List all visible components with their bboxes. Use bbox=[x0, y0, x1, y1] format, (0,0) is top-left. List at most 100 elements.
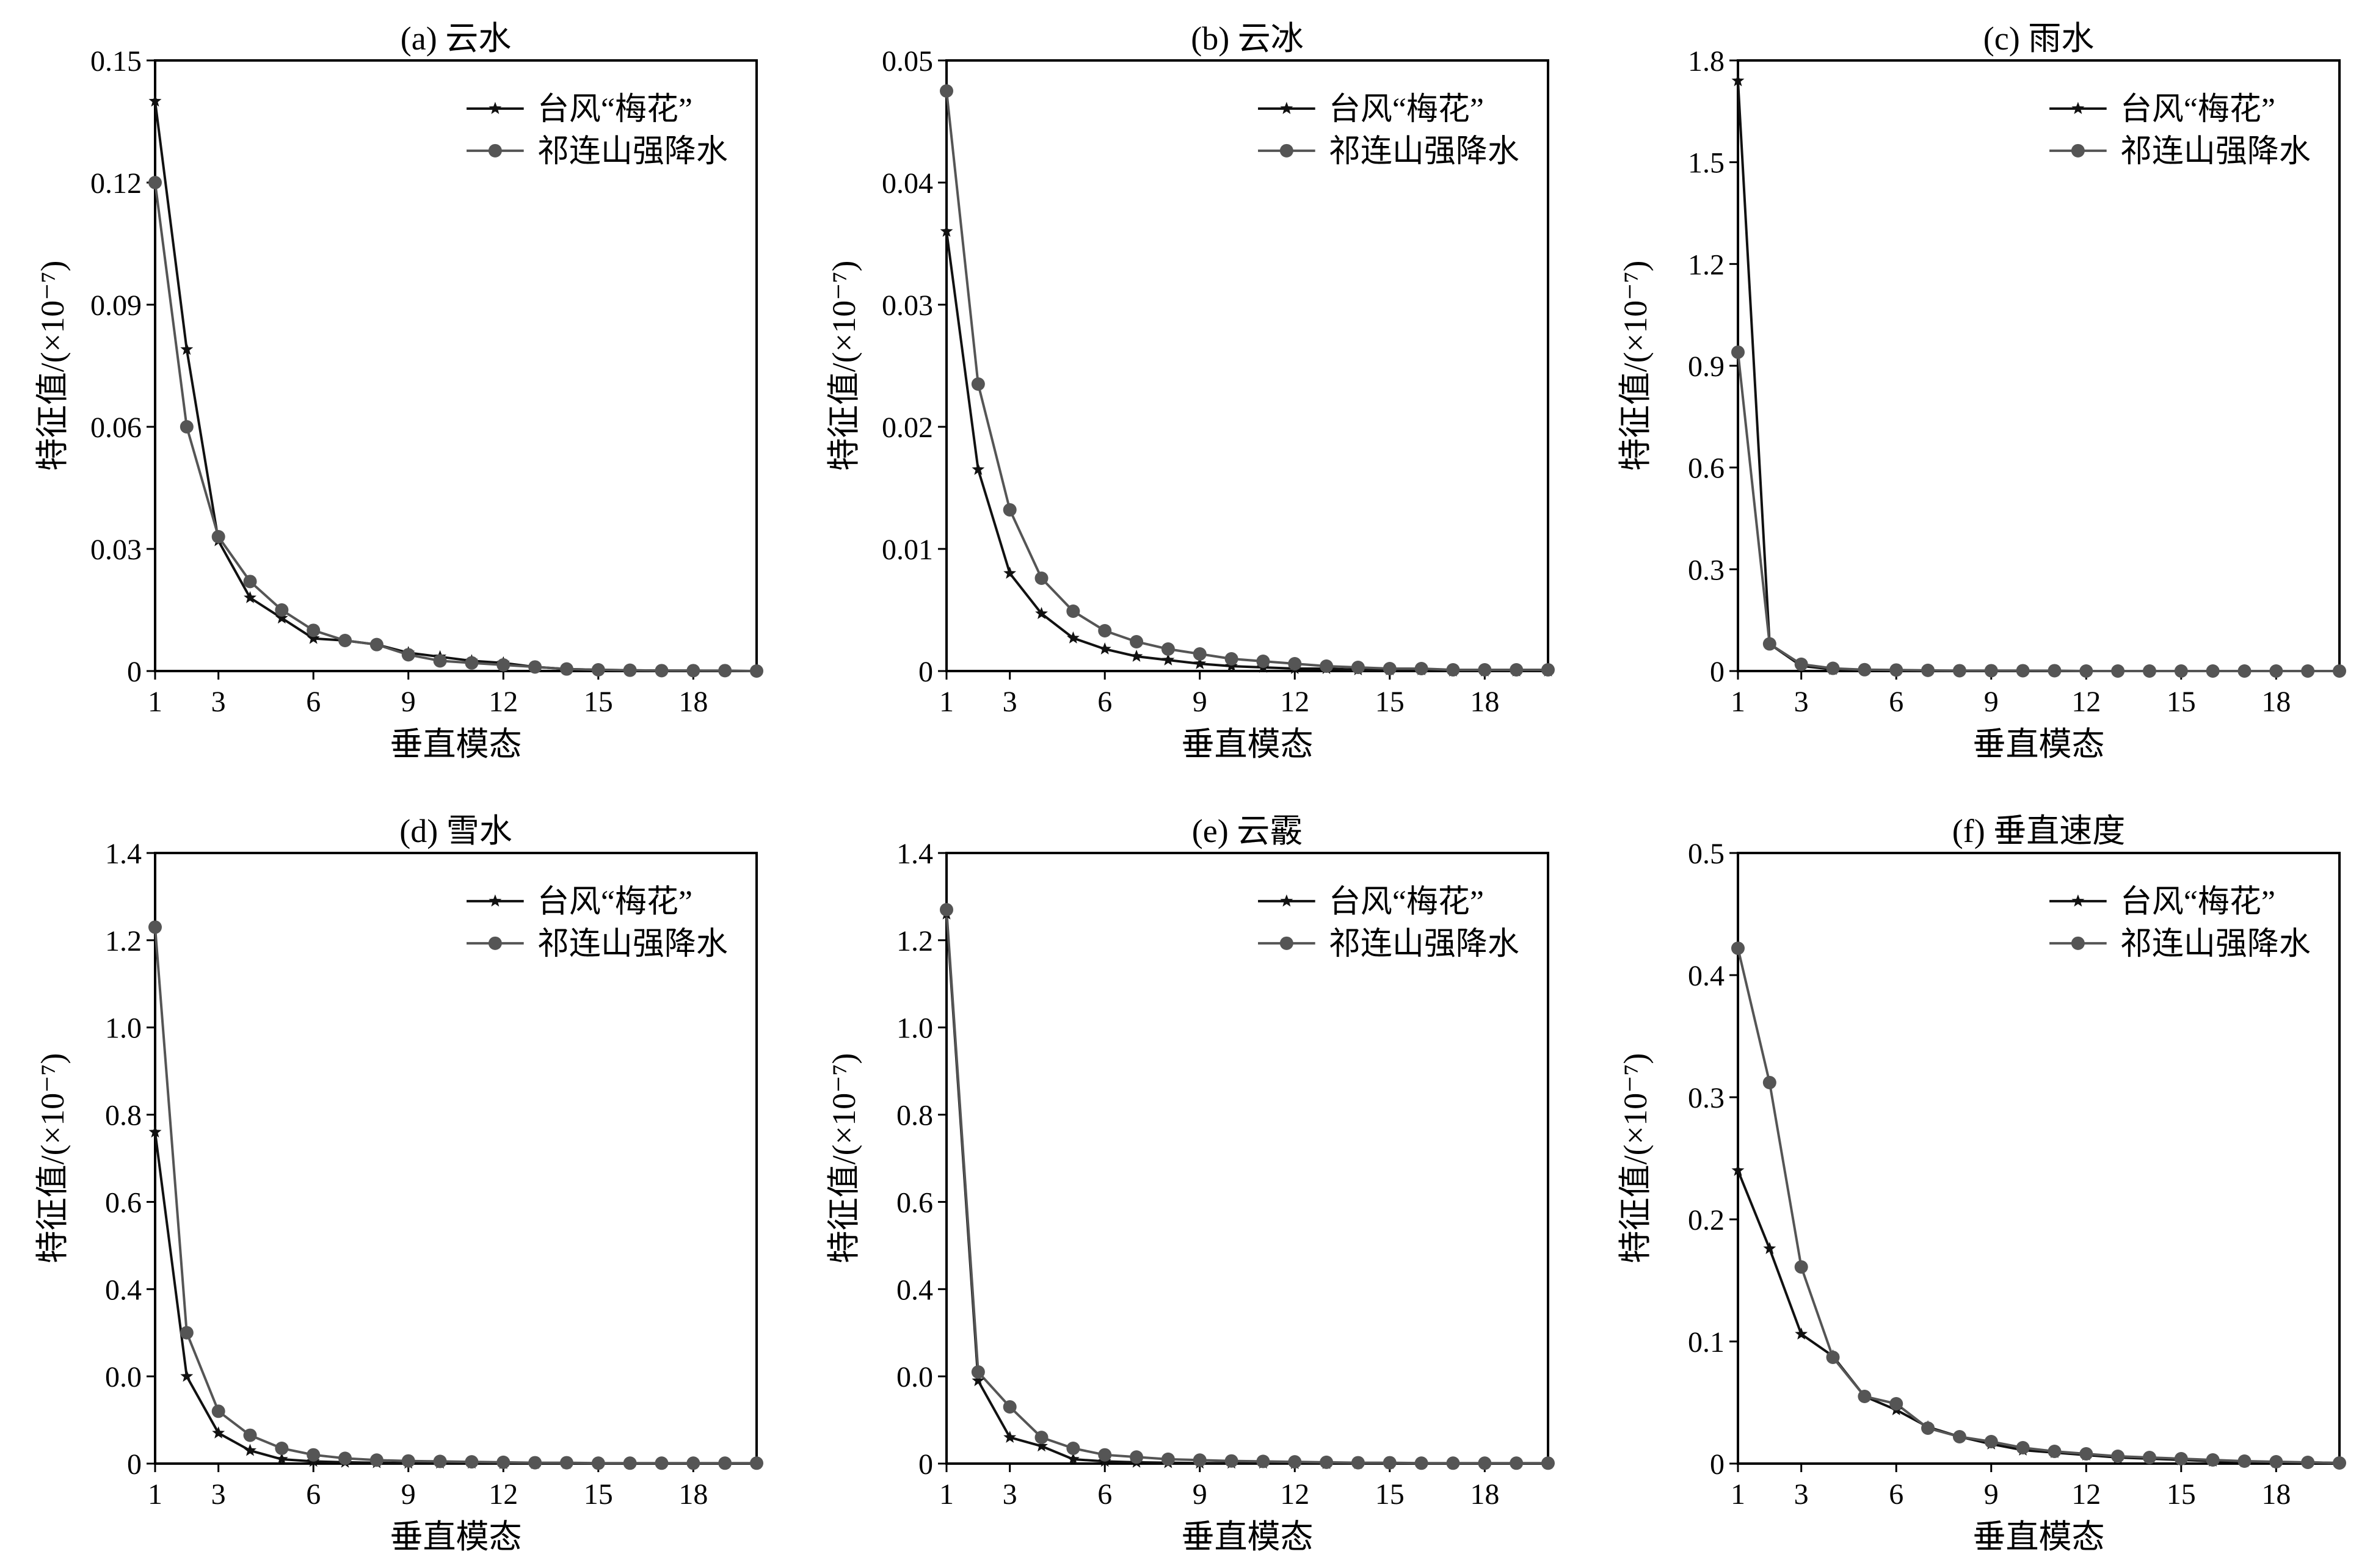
x-tick-label: 6 bbox=[1097, 1478, 1112, 1511]
marker-circle bbox=[401, 1454, 415, 1468]
x-tick-label: 15 bbox=[584, 1478, 613, 1511]
marker-star bbox=[972, 1374, 985, 1387]
marker-circle bbox=[559, 1456, 573, 1470]
legend-marker bbox=[489, 894, 502, 907]
marker-circle bbox=[1889, 1397, 1903, 1410]
x-tick-label: 3 bbox=[1794, 1478, 1809, 1511]
x-tick-label: 12 bbox=[489, 1478, 518, 1511]
x-axis-label: 垂直模态 bbox=[1973, 1519, 2105, 1555]
marker-star bbox=[1193, 657, 1207, 669]
series-line bbox=[1737, 1170, 2340, 1464]
marker-circle bbox=[2016, 664, 2030, 678]
marker-circle bbox=[275, 1442, 289, 1455]
plot-frame bbox=[154, 59, 758, 672]
marker-circle bbox=[243, 575, 257, 589]
series-line bbox=[1737, 352, 2339, 672]
marker-circle bbox=[1288, 657, 1302, 670]
marker-circle bbox=[1414, 662, 1428, 675]
marker-circle bbox=[1921, 1421, 1935, 1435]
marker-circle bbox=[2048, 1445, 2062, 1458]
marker-circle bbox=[496, 658, 511, 672]
marker-circle bbox=[2237, 1454, 2252, 1468]
y-tick-label: 0 bbox=[127, 1448, 142, 1481]
y-tick-label: 0 bbox=[127, 656, 142, 688]
marker-circle bbox=[1731, 345, 1745, 359]
marker-circle bbox=[2269, 1455, 2283, 1468]
marker-circle bbox=[655, 1456, 669, 1470]
x-tick-label: 6 bbox=[1889, 686, 1903, 718]
y-tick-label: 0.03 bbox=[90, 534, 142, 566]
marker-star bbox=[940, 225, 953, 237]
x-tick-label: 6 bbox=[306, 1478, 321, 1511]
marker-circle bbox=[971, 377, 985, 391]
x-tick-label: 15 bbox=[1375, 686, 1405, 718]
marker-circle bbox=[940, 902, 953, 916]
marker-circle bbox=[148, 176, 162, 189]
marker-circle bbox=[1889, 663, 1903, 677]
legend-label: 台风“梅花” bbox=[537, 885, 692, 920]
marker-circle bbox=[2174, 664, 2188, 678]
x-axis-label: 垂直模态 bbox=[1182, 726, 1314, 763]
y-tick-label: 0.3 bbox=[1688, 1082, 1725, 1114]
marker-circle bbox=[1066, 604, 1080, 618]
x-tick-label: 1 bbox=[148, 686, 162, 718]
y-axis-label: 特征值/(×10⁻⁷) bbox=[826, 1053, 862, 1264]
x-tick-label: 9 bbox=[1193, 686, 1207, 718]
y-tick-label: 0.1 bbox=[1688, 1326, 1725, 1359]
legend-marker bbox=[1279, 143, 1293, 158]
x-tick-label: 12 bbox=[1280, 1478, 1309, 1511]
x-tick-label: 1 bbox=[1731, 1478, 1745, 1511]
y-axis-label: 特征值/(×10⁻⁷) bbox=[1617, 261, 1654, 471]
marker-circle bbox=[1541, 1456, 1555, 1470]
series-line bbox=[945, 90, 1548, 671]
marker-circle bbox=[1003, 503, 1017, 517]
marker-star bbox=[1098, 642, 1111, 655]
marker-circle bbox=[1794, 1260, 1808, 1274]
marker-circle bbox=[1224, 652, 1238, 666]
marker-star bbox=[1763, 1242, 1776, 1254]
y-tick-label: 0 bbox=[1710, 1448, 1725, 1481]
y-tick-label: 1.4 bbox=[105, 838, 142, 870]
marker-circle bbox=[718, 664, 732, 678]
x-tick-label: 1 bbox=[148, 1478, 162, 1511]
marker-circle bbox=[559, 662, 573, 676]
legend-label: 台风“梅花” bbox=[537, 92, 692, 127]
y-tick-label: 0 bbox=[918, 1448, 933, 1481]
y-tick-label: 0.12 bbox=[90, 167, 142, 200]
x-tick-label: 15 bbox=[2167, 686, 2196, 718]
legend-label: 台风“梅花” bbox=[2120, 92, 2275, 127]
marker-circle bbox=[1193, 1453, 1207, 1467]
x-tick-label: 9 bbox=[1984, 1478, 1999, 1511]
y-tick-label: 0.8 bbox=[105, 1100, 142, 1132]
x-tick-label: 15 bbox=[1375, 1478, 1405, 1511]
marker-circle bbox=[1193, 647, 1207, 661]
y-tick-label: 0.4 bbox=[105, 1274, 142, 1306]
legend-label: 祁连山强降水 bbox=[2120, 134, 2311, 169]
marker-star bbox=[275, 1452, 288, 1465]
x-tick-label: 3 bbox=[211, 1478, 226, 1511]
marker-circle bbox=[1320, 1455, 1334, 1469]
y-tick-label: 0.6 bbox=[105, 1186, 142, 1219]
marker-circle bbox=[1383, 662, 1397, 675]
series-line bbox=[1737, 948, 2340, 1464]
marker-circle bbox=[2111, 664, 2125, 678]
marker-circle bbox=[623, 1456, 637, 1470]
marker-circle bbox=[1320, 659, 1334, 673]
x-axis-label: 垂直模态 bbox=[1973, 726, 2105, 763]
marker-circle bbox=[1762, 1076, 1776, 1089]
y-tick-label: 1.2 bbox=[896, 925, 933, 957]
y-tick-label: 0.3 bbox=[1688, 554, 1725, 586]
legend-marker bbox=[2071, 894, 2085, 907]
marker-circle bbox=[1952, 1430, 1966, 1443]
marker-circle bbox=[591, 663, 605, 677]
y-tick-label: 0.9 bbox=[1688, 350, 1725, 383]
panel-title: (f) 垂直速度 bbox=[1952, 813, 2125, 849]
marker-circle bbox=[211, 530, 225, 543]
marker-circle bbox=[465, 1455, 479, 1469]
y-tick-label: 0.06 bbox=[90, 412, 142, 444]
